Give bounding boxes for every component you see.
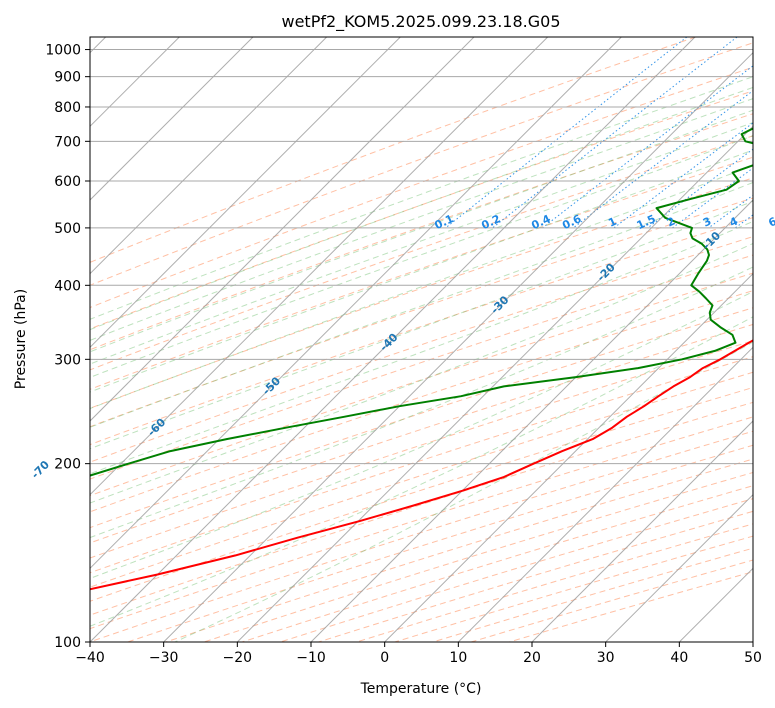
dry-adiabat — [90, 386, 753, 602]
y-axis-title: Pressure (hPa) — [13, 289, 29, 389]
dry-adiabat — [90, 307, 753, 529]
isotherm-line — [90, 37, 549, 496]
x-tick-label: 10 — [449, 650, 467, 666]
dry-adiabat — [90, 340, 753, 559]
plot-frame — [89, 36, 754, 643]
y-tick-label: 300 — [54, 352, 81, 368]
isotherm-line — [384, 272, 753, 642]
moist-adiabat — [90, 242, 753, 504]
y-tick-label: 200 — [54, 457, 81, 473]
mixing-ratio-line — [672, 167, 753, 229]
y-tick-label: 700 — [54, 134, 81, 150]
dry-adiabat — [90, 66, 753, 309]
moist-adiabat — [90, 200, 753, 450]
dry-adiabat — [90, 217, 753, 446]
grid-lines — [90, 37, 753, 642]
isotherm-line — [90, 37, 696, 642]
dry-adiabat — [90, 42, 753, 286]
x-tick-label: 20 — [523, 650, 541, 666]
mixing-ratio-label: 6 — [766, 215, 775, 230]
moist-adiabat — [90, 181, 753, 428]
isotherm-line — [90, 37, 622, 570]
isotherm-line — [163, 51, 753, 642]
dry-adiabat — [90, 254, 753, 480]
dry-adiabat — [90, 290, 753, 513]
isotherm-line — [236, 125, 753, 642]
y-tick-label: 600 — [54, 174, 81, 190]
y-tick-label: 900 — [54, 70, 81, 86]
y-tick-label: 400 — [54, 278, 81, 294]
isotherm-line — [310, 199, 753, 642]
y-tick-label: 100 — [54, 635, 81, 651]
chart-title: wetPf2_KOM5.2025.099.23.18.G05 — [281, 12, 560, 32]
mixing-ratio-line — [542, 65, 753, 229]
moist-adiabat — [90, 109, 753, 353]
x-tick-label: −20 — [223, 650, 253, 666]
y-tick-label: 800 — [54, 100, 81, 116]
x-axis-title: Temperature (°C) — [360, 681, 482, 697]
x-tick-label: 0 — [380, 650, 389, 666]
dry-adiabat — [90, 37, 696, 263]
moist-adiabat — [90, 86, 753, 331]
background-reference-lines — [90, 37, 753, 642]
profile-traces — [90, 127, 753, 591]
dewpoint-trace — [90, 127, 753, 477]
y-tick-label: 500 — [54, 221, 81, 237]
y-tick-label: 1000 — [45, 43, 81, 59]
x-tick-label: 50 — [744, 650, 762, 666]
x-tick-label: 30 — [597, 650, 615, 666]
dry-adiabat — [90, 177, 753, 409]
x-tick-label: −40 — [75, 650, 105, 666]
x-tick-label: −30 — [149, 650, 179, 666]
isotherm-line — [90, 37, 328, 275]
isotherm-line — [90, 37, 401, 349]
moist-adiabat — [90, 76, 753, 320]
isotherm-line — [531, 420, 753, 642]
dry-adiabat — [90, 197, 753, 428]
isotherm-line — [457, 346, 753, 642]
axes: −40 −30 −20 −10 0 10 20 30 40 50 1000 900 800 700 600 5… — [45, 36, 762, 666]
x-tick-label: −10 — [296, 650, 326, 666]
temperature-trace — [90, 339, 753, 591]
isotherm-line — [90, 37, 254, 201]
x-tick-label: 40 — [670, 650, 688, 666]
isotherm-line — [605, 493, 753, 642]
moist-adiabat — [90, 164, 753, 410]
isotherm-line — [90, 37, 475, 422]
mixing-ratio-line — [572, 90, 753, 229]
dry-adiabat — [90, 156, 753, 390]
dry-adiabat — [90, 356, 753, 574]
moist-adiabat — [90, 98, 753, 341]
moist-adiabat — [90, 291, 753, 579]
